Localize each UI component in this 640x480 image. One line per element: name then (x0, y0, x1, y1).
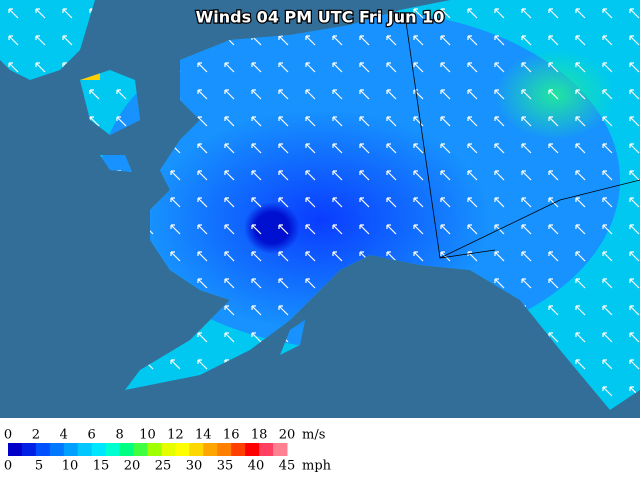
color-swatch (147, 443, 162, 456)
color-swatch (105, 443, 121, 456)
mph-label: 25 (155, 459, 172, 474)
map-title: Winds 04 PM UTC Fri Jun 10 (196, 8, 445, 27)
ms-unit: m/s (302, 428, 325, 443)
mph-label: 30 (186, 459, 203, 474)
ms-label: 16 (223, 428, 240, 443)
color-swatch (161, 443, 176, 456)
ms-label: 4 (60, 428, 68, 443)
color-swatch (133, 443, 148, 456)
ms-label: 0 (4, 428, 12, 443)
border (404, 14, 640, 259)
ms-label: 20 (279, 428, 296, 443)
ms-label: 18 (251, 428, 268, 443)
color-swatch (91, 443, 107, 456)
color-swatch (231, 443, 246, 456)
mph-label: 15 (93, 459, 110, 474)
ms-label: 14 (195, 428, 212, 443)
color-swatch (35, 443, 51, 456)
color-swatch (203, 443, 218, 456)
ms-label: 8 (115, 428, 123, 443)
color-swatch (63, 443, 79, 456)
mph-label: 5 (35, 459, 43, 474)
mph-label: 10 (62, 459, 79, 474)
color-swatch (49, 443, 65, 456)
color-swatch (217, 443, 232, 456)
mph-label: 0 (4, 459, 12, 474)
color-swatch (175, 443, 190, 456)
mph-unit: mph (302, 459, 332, 474)
color-swatch (77, 443, 93, 456)
mph-label: 35 (217, 459, 234, 474)
color-swatch (245, 443, 260, 456)
color-swatch (189, 443, 204, 456)
mph-label: 20 (124, 459, 141, 474)
color-swatch (259, 443, 274, 456)
ms-label: 10 (139, 428, 156, 443)
color-swatch (273, 443, 288, 456)
ms-label: 12 (167, 428, 184, 443)
mph-label: 45 (279, 459, 296, 474)
color-swatch (21, 443, 37, 456)
color-swatch (119, 443, 135, 456)
color-swatch (8, 443, 23, 456)
ms-label: 2 (32, 428, 40, 443)
mph-label: 40 (248, 459, 265, 474)
ms-label: 6 (88, 428, 96, 443)
